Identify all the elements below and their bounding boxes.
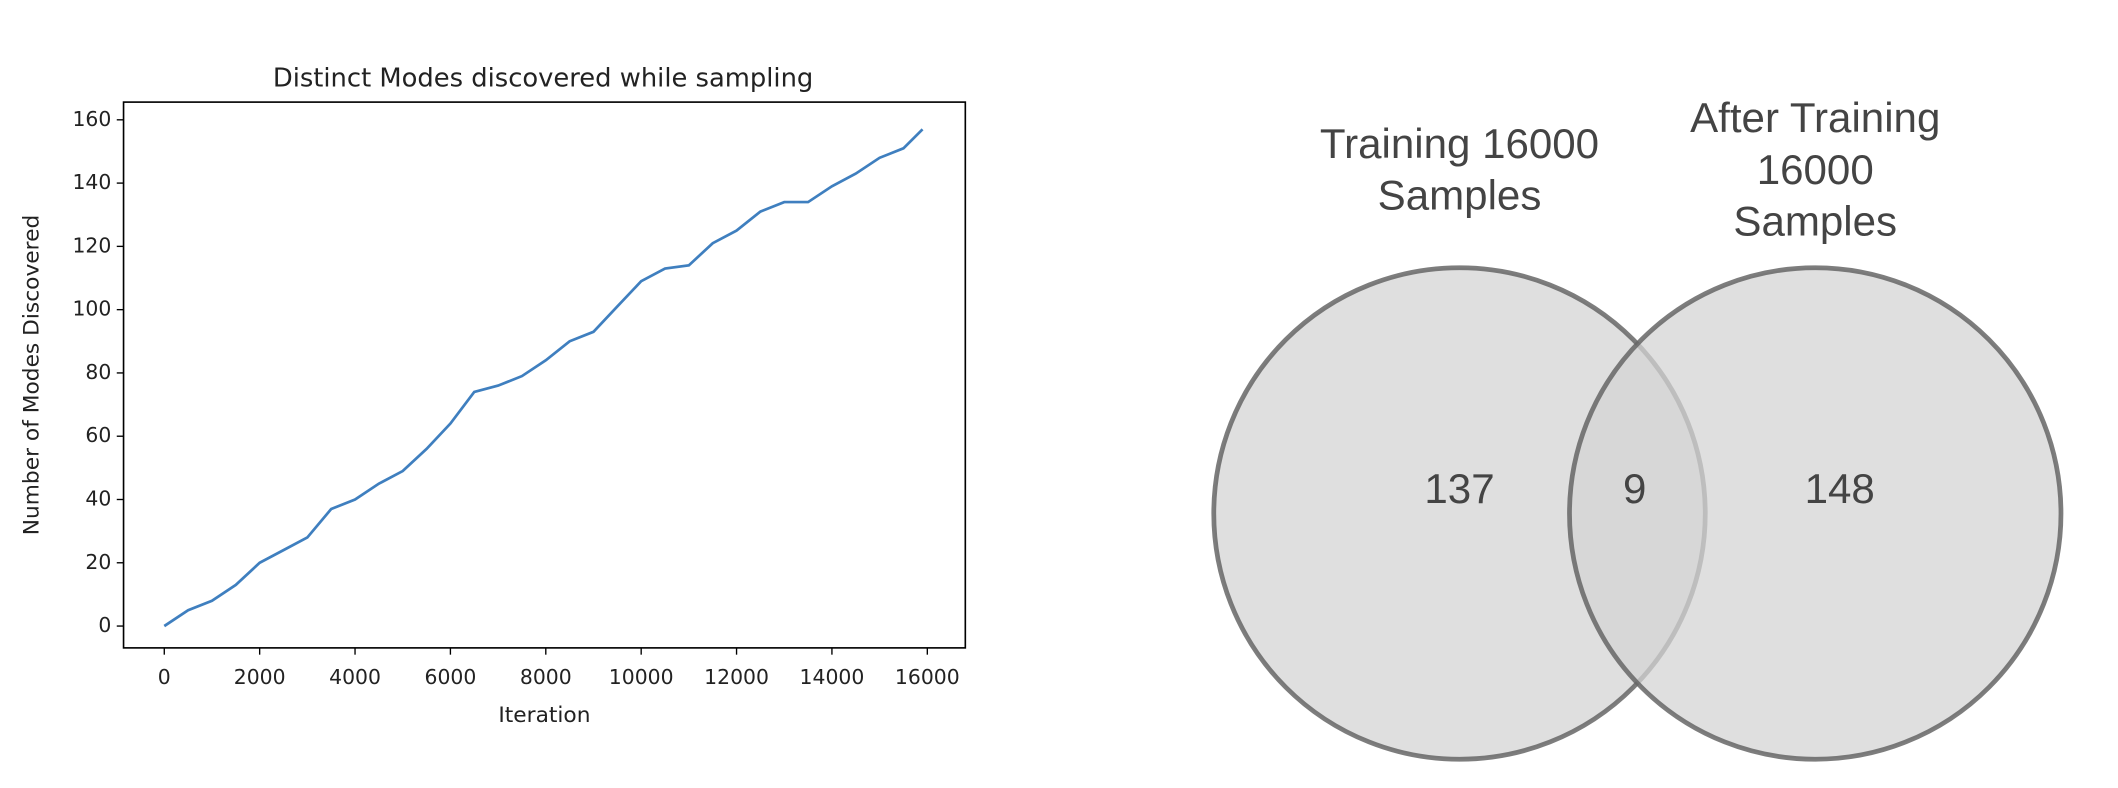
x-tick-label: 8000 (520, 665, 572, 689)
x-tick-label: 14000 (800, 665, 865, 689)
y-tick-label: 100 (72, 297, 111, 321)
y-tick-label: 60 (85, 423, 111, 447)
set-label: Training 16000 (1320, 120, 1599, 167)
region-count: 9 (1623, 465, 1646, 512)
venn-circle (1567, 265, 2064, 762)
x-axis-label: Iteration (498, 703, 590, 728)
x-tick-label: 12000 (704, 665, 769, 689)
x-tick-label: 2000 (234, 665, 286, 689)
y-tick-label: 80 (85, 360, 111, 384)
x-tick-label: 4000 (329, 665, 381, 689)
x-tick-label: 16000 (895, 665, 960, 689)
set-label: 16000 (1757, 146, 1874, 193)
set-label: After Training (1690, 94, 1940, 141)
y-tick-label: 0 (98, 613, 111, 637)
y-tick-label: 140 (72, 170, 111, 194)
set-label: Samples (1378, 172, 1542, 219)
region-count: 137 (1424, 465, 1494, 512)
y-axis-label: Number of Modes Discovered (20, 215, 45, 536)
set-label: Samples (1733, 197, 1897, 244)
y-tick-label: 160 (72, 107, 111, 131)
x-tick-label: 0 (158, 665, 171, 689)
line-chart: Distinct Modes discovered while sampling… (20, 64, 967, 728)
x-tick-label: 10000 (609, 665, 674, 689)
x-tick-label: 6000 (425, 665, 477, 689)
y-tick-label: 120 (72, 233, 111, 257)
y-tick-label: 40 (85, 486, 111, 510)
plot-frame (122, 101, 967, 649)
y-tick-label: 20 (85, 550, 111, 574)
region-count: 148 (1805, 465, 1875, 512)
data-line (163, 128, 924, 628)
chart-title: Distinct Modes discovered while sampling (273, 64, 813, 94)
venn-chart: Training 16000 Samples After Training 16000… (1211, 94, 2064, 762)
